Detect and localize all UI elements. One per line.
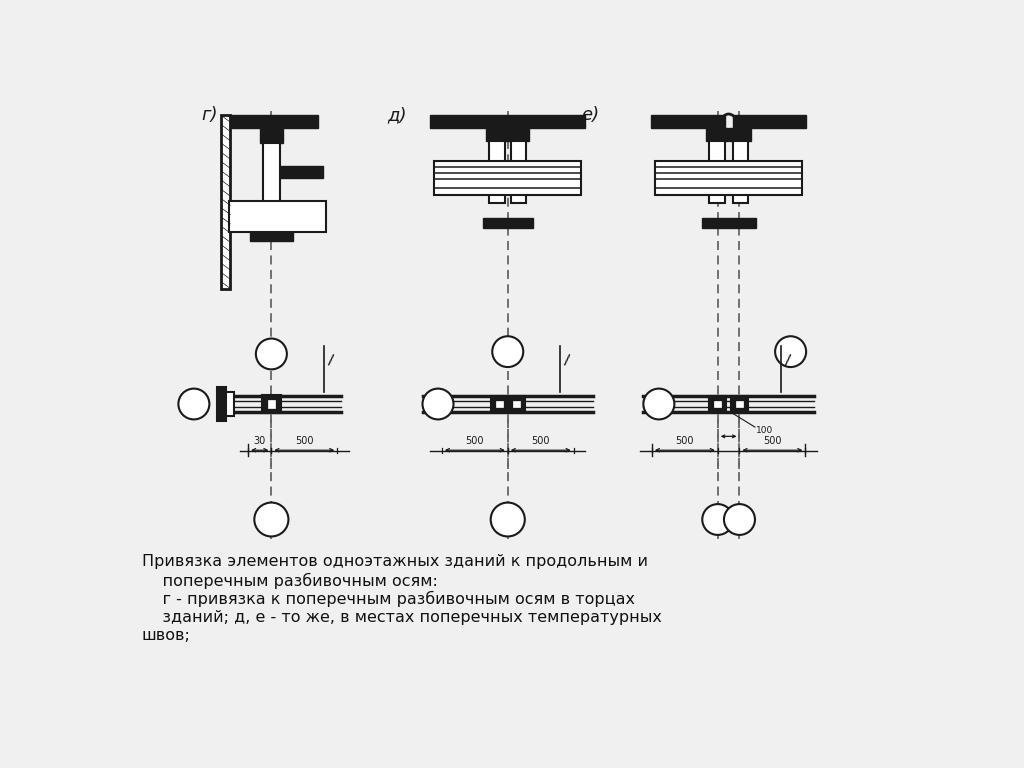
Bar [496,401,503,407]
Text: 30: 30 [254,436,266,446]
Bar [430,115,586,127]
Bar [508,127,529,141]
Bar [250,231,293,241]
Text: зданий; д, е - то же, в местах поперечных температурных: зданий; д, е - то же, в местах поперечны… [142,610,662,624]
Bar [267,400,275,408]
Text: Привязка элементов одноэтажных зданий к продольным и: Привязка элементов одноэтажных зданий к … [142,554,648,569]
Text: 500: 500 [676,436,694,446]
Bar [513,401,520,407]
Bar [260,127,283,143]
Bar [482,218,532,227]
Bar [729,127,751,141]
Bar [262,395,281,413]
Bar [486,127,508,141]
Circle shape [423,389,454,419]
Bar [230,115,317,127]
Bar [226,392,234,416]
Bar [511,141,526,203]
Bar [434,161,582,195]
Bar [228,200,327,231]
Text: 500: 500 [466,436,484,446]
Text: 500: 500 [763,436,781,446]
Bar [707,127,728,141]
Circle shape [256,339,287,369]
Bar [710,141,725,203]
Bar [280,166,323,178]
Text: l: l [326,354,334,369]
Circle shape [702,504,733,535]
Bar [655,161,802,195]
Circle shape [775,336,806,367]
Bar [715,401,721,407]
Circle shape [724,504,755,535]
Bar [263,143,280,204]
Bar [217,387,226,421]
Bar [710,396,726,412]
Bar [489,141,505,203]
Circle shape [254,502,289,537]
Text: 100: 100 [756,425,773,435]
Text: г): г) [202,106,218,124]
Circle shape [493,336,523,367]
Text: г - привязка к поперечным разбивочным осям в торцах: г - привязка к поперечным разбивочным ос… [142,591,635,607]
Text: е): е) [582,106,599,124]
Bar [736,401,742,407]
Text: 500: 500 [531,436,550,446]
Text: д): д) [388,106,408,124]
Bar [731,396,748,412]
Text: поперечным разбивочным осям:: поперечным разбивочным осям: [142,573,438,589]
Text: швов;: швов; [142,628,190,643]
Circle shape [643,389,675,419]
Bar [221,115,230,289]
Circle shape [490,502,524,537]
Bar [490,396,508,412]
Text: l: l [782,354,791,369]
Bar [701,218,756,227]
Bar [508,396,524,412]
Text: 500: 500 [295,436,313,446]
Bar [732,115,806,127]
Text: l: l [562,354,570,369]
Bar [732,141,748,203]
Bar [651,115,725,127]
Circle shape [178,389,209,419]
